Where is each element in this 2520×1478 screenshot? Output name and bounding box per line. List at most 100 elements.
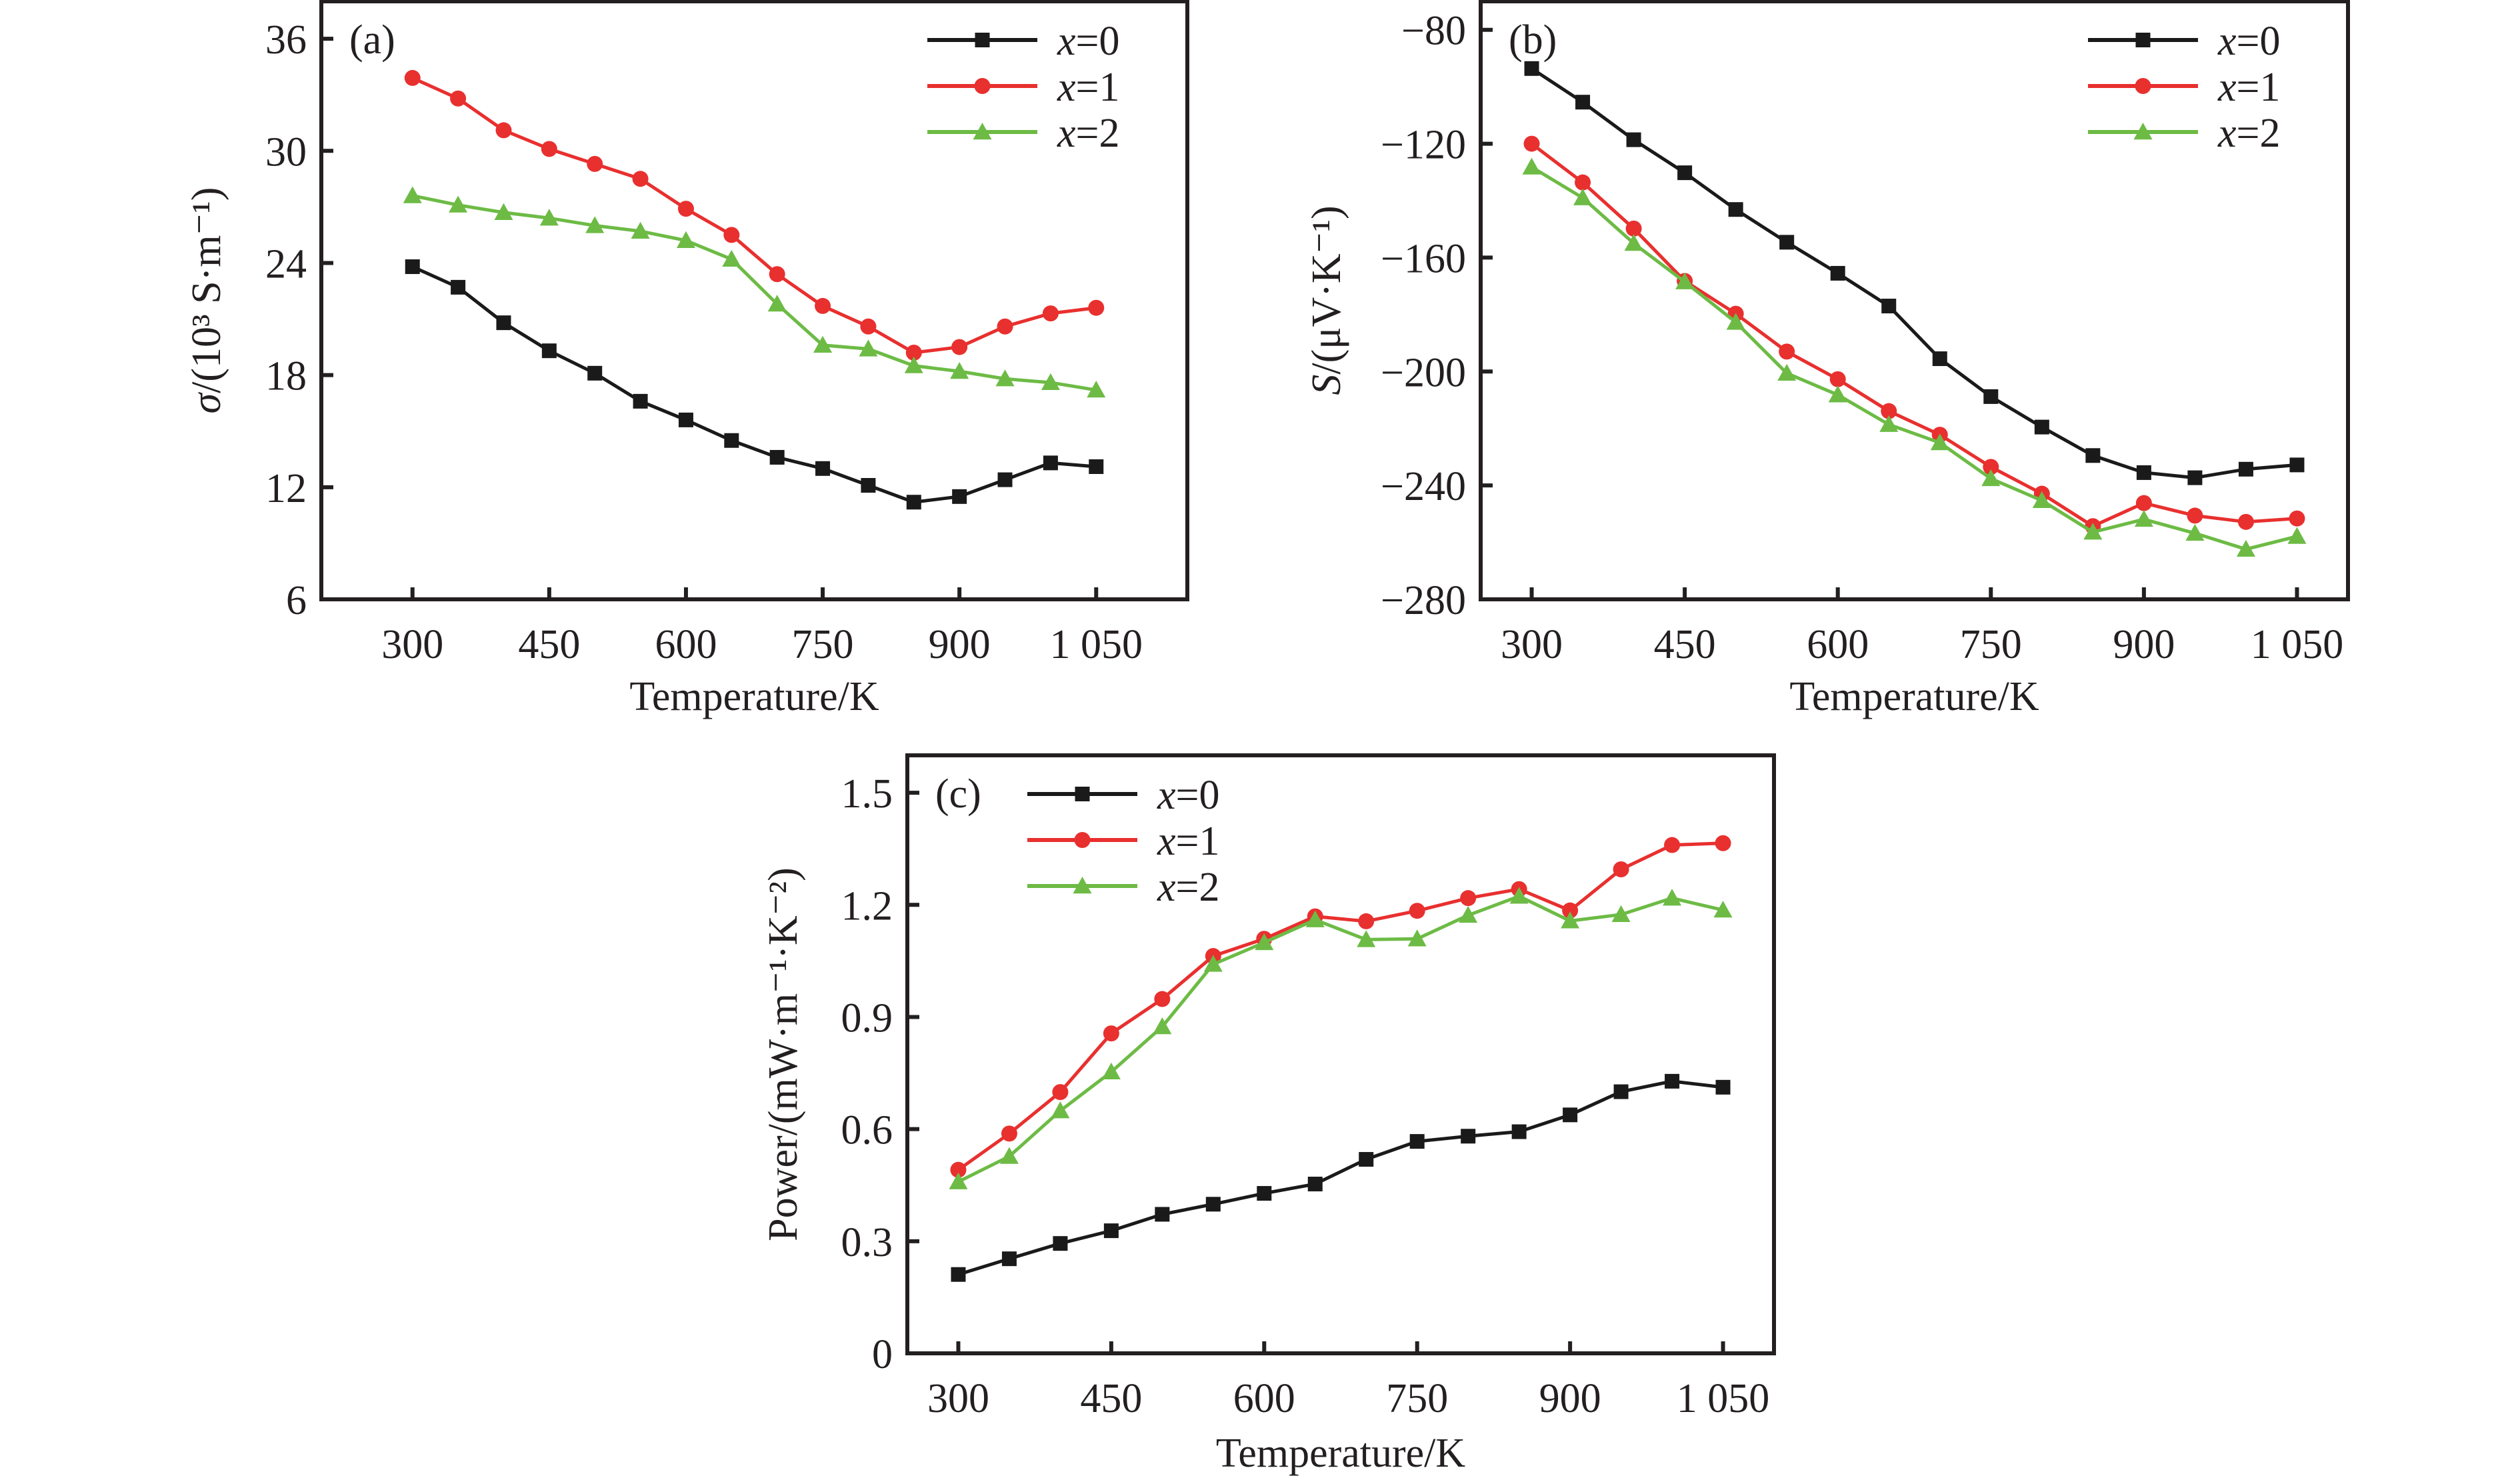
data-point [859, 339, 878, 357]
panel-label: (b) [1509, 17, 1557, 63]
data-point [1051, 1101, 1070, 1119]
series-x-0 [405, 259, 1104, 510]
legend: x=0x=1x=2 [2088, 19, 2281, 156]
data-point [1203, 955, 1223, 972]
data-point [1359, 1152, 1374, 1167]
series-x-1 [1523, 135, 2305, 535]
legend-item: x=1 [1027, 819, 1220, 864]
data-point [1088, 299, 1105, 316]
y-axis-unit: /(10³ S·m⁻¹) [184, 187, 229, 393]
legend-var: x [1057, 111, 1076, 156]
y-tick-label: 1.5 [841, 771, 893, 817]
data-point [1728, 202, 1743, 217]
data-point [1089, 459, 1104, 474]
plot-frame [319, 0, 1189, 601]
data-point [767, 295, 787, 312]
y-axis-title: S/(μV·K⁻¹) [1304, 205, 1349, 395]
data-point [1407, 929, 1427, 947]
series-x-1 [404, 69, 1105, 361]
data-point [999, 1147, 1019, 1164]
data-point [2085, 448, 2101, 463]
data-point [861, 478, 876, 493]
legend-var: x [1057, 19, 1076, 64]
data-point [1575, 95, 1591, 110]
data-point [1042, 305, 1059, 322]
data-point [1154, 991, 1171, 1007]
legend-eq: =1 [1076, 65, 1120, 110]
data-point [1829, 371, 1846, 387]
legend-eq: =2 [2237, 111, 2281, 156]
legend-item: x=1 [927, 65, 1120, 110]
data-point [1053, 1236, 1068, 1251]
x-axis-title: Temperature/K [1216, 1431, 1466, 1476]
legend-eq: =2 [1176, 865, 1220, 910]
data-point [2136, 465, 2151, 480]
data-point [724, 433, 739, 448]
data-point [541, 343, 557, 359]
data-point [1459, 905, 1478, 923]
data-point [1103, 1025, 1119, 1042]
legend-label: x=1 [2217, 65, 2281, 110]
data-point [723, 227, 740, 243]
data-point [722, 249, 741, 267]
data-point [494, 203, 513, 220]
data-point [677, 201, 694, 217]
legend-var: x [1157, 819, 1176, 864]
plot-frame [905, 753, 1776, 1355]
y-tick-label: 12 [265, 466, 307, 511]
data-point [496, 315, 511, 331]
data-point [1524, 61, 1539, 76]
data-point [1726, 313, 1745, 330]
data-point [1041, 373, 1060, 391]
y-axis-unit: Power/(mW·m⁻¹·K⁻²) [761, 867, 806, 1241]
legend-label: x=2 [2217, 111, 2281, 156]
legend-label: x=1 [1057, 65, 1120, 110]
data-point [2289, 510, 2305, 527]
data-point [633, 393, 648, 409]
legend-eq: =1 [2237, 65, 2281, 110]
x-tick-label: 750 [1386, 1376, 1448, 1421]
data-point [2187, 470, 2203, 485]
data-point [632, 171, 649, 187]
x-tick-label: 750 [1960, 622, 2022, 667]
data-point [1573, 188, 1593, 205]
data-point [1103, 1223, 1119, 1239]
series-line [411, 76, 1097, 355]
legend-item: x=2 [927, 111, 1120, 156]
data-point [403, 186, 422, 203]
data-point [1522, 157, 1541, 175]
x-axis-title: Temperature/K [629, 674, 879, 719]
data-point [1001, 1125, 1017, 1142]
data-point [997, 472, 1013, 487]
legend-marker [974, 78, 991, 94]
x-tick-label: 900 [1539, 1376, 1601, 1421]
data-point [1881, 299, 1897, 314]
data-point [1611, 905, 1631, 923]
y-tick-label: 30 [265, 129, 307, 175]
y-tick-label: −200 [1381, 350, 1466, 395]
data-point [1830, 265, 1845, 281]
data-point [1828, 385, 1847, 403]
legend-marker [2133, 123, 2153, 140]
data-point [2287, 527, 2307, 544]
data-point [950, 362, 969, 379]
x-tick-label: 1 050 [2251, 622, 2344, 667]
data-point [451, 279, 466, 295]
series-line [1531, 165, 2298, 551]
x-tick-label: 600 [1807, 622, 1869, 667]
legend-label: x=0 [1157, 773, 1220, 818]
series-line [957, 841, 1723, 1171]
data-point [1461, 1129, 1476, 1144]
data-point [495, 122, 512, 139]
panel-label: (c) [935, 771, 981, 817]
series-x-2 [1522, 157, 2307, 557]
data-point [1523, 135, 1540, 152]
data-point [1613, 861, 1629, 877]
legend-eq: =2 [1076, 111, 1120, 156]
x-tick-label: 450 [1654, 622, 1716, 667]
y-tick-label: 1.2 [841, 883, 893, 929]
legend-var: x [1157, 773, 1176, 818]
data-point [1409, 1134, 1425, 1149]
data-point [1205, 1197, 1221, 1212]
